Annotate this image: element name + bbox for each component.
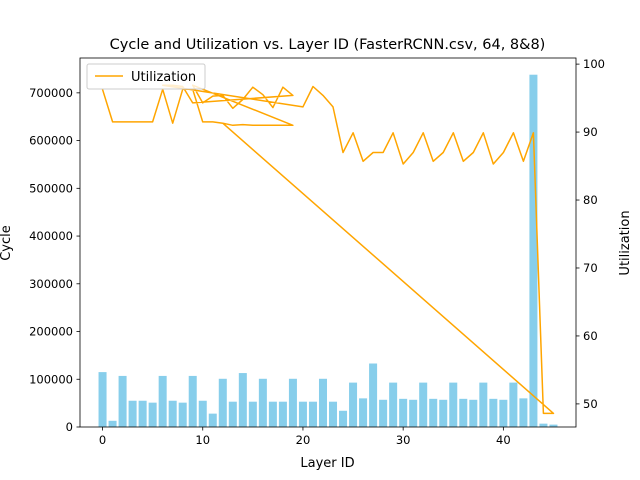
bar	[248, 401, 257, 427]
bar	[349, 382, 358, 427]
bar	[529, 74, 538, 427]
bar	[449, 382, 458, 427]
bar	[138, 400, 147, 427]
bar	[499, 399, 508, 427]
x-axis-label: Layer ID	[300, 456, 354, 471]
bar	[238, 373, 247, 427]
left-y-tick-label: 100000	[29, 372, 73, 386]
left-y-tick-label: 500000	[29, 181, 73, 195]
bar	[298, 401, 307, 427]
bar	[158, 375, 167, 427]
left-y-tick-label: 600000	[29, 134, 73, 148]
bar	[288, 378, 297, 427]
bar	[308, 401, 317, 427]
bar	[379, 399, 388, 427]
right-y-axis-label: Utilization	[618, 210, 633, 275]
bar	[228, 401, 237, 427]
bar	[218, 378, 227, 427]
bar	[198, 400, 207, 427]
x-tick-label: 30	[396, 433, 411, 447]
bar	[268, 401, 277, 427]
bar	[409, 399, 418, 427]
x-tick-label: 10	[195, 433, 210, 447]
chart-title: Cycle and Utilization vs. Layer ID (Fast…	[110, 37, 546, 53]
bar	[178, 402, 187, 427]
bar	[329, 401, 338, 427]
right-y-tick-label: 80	[583, 193, 598, 207]
bar	[98, 372, 107, 427]
left-y-tick-label: 0	[66, 420, 73, 434]
left-y-axis-ticks: 0 100000 200000 300000 400000 500000 600000 700…	[29, 86, 80, 434]
bar	[479, 382, 488, 427]
bar	[389, 382, 398, 427]
utilization-line	[101, 84, 555, 415]
legend-label: Utilization	[131, 70, 196, 85]
bar	[108, 420, 117, 427]
bar	[339, 410, 348, 427]
bar	[439, 399, 448, 427]
line-series	[101, 84, 555, 415]
bar	[489, 398, 498, 427]
bar	[318, 378, 327, 427]
bar	[539, 423, 548, 427]
right-y-axis-ticks: 50 60 70 80 90 100	[576, 57, 605, 411]
bar	[419, 382, 428, 427]
left-y-tick-label: 400000	[29, 229, 73, 243]
right-y-tick-label: 60	[583, 329, 598, 343]
plot-frame	[79, 57, 577, 428]
bar	[519, 398, 528, 427]
bar	[469, 399, 478, 427]
x-tick-label: 40	[496, 433, 511, 447]
right-y-tick-label: 50	[583, 397, 598, 411]
right-y-tick-label: 70	[583, 261, 598, 275]
bar	[359, 398, 368, 427]
legend-box	[86, 63, 206, 90]
bar	[118, 375, 127, 427]
bar-series	[98, 74, 558, 427]
bar	[208, 413, 217, 427]
left-y-axis-label: Cycle	[0, 225, 14, 261]
left-y-tick-label: 200000	[29, 325, 73, 339]
bar	[369, 363, 378, 427]
right-y-tick-label: 90	[583, 125, 598, 139]
bar	[128, 400, 137, 427]
bar	[549, 424, 558, 427]
x-tick-label: 20	[296, 433, 311, 447]
legend: Utilization	[86, 63, 206, 90]
right-y-tick-label: 100	[583, 57, 605, 71]
bar	[278, 401, 287, 427]
bar	[459, 398, 468, 427]
bar	[168, 400, 177, 427]
left-y-tick-label: 300000	[29, 277, 73, 291]
bar	[509, 382, 518, 427]
bar	[188, 375, 197, 427]
bar	[258, 378, 267, 427]
x-axis-ticks: 0 10 20 30 40	[99, 427, 511, 447]
left-y-tick-label: 700000	[29, 86, 73, 100]
x-tick-label: 0	[99, 433, 106, 447]
bar	[399, 398, 408, 427]
bar	[148, 402, 157, 427]
bar	[429, 398, 438, 427]
